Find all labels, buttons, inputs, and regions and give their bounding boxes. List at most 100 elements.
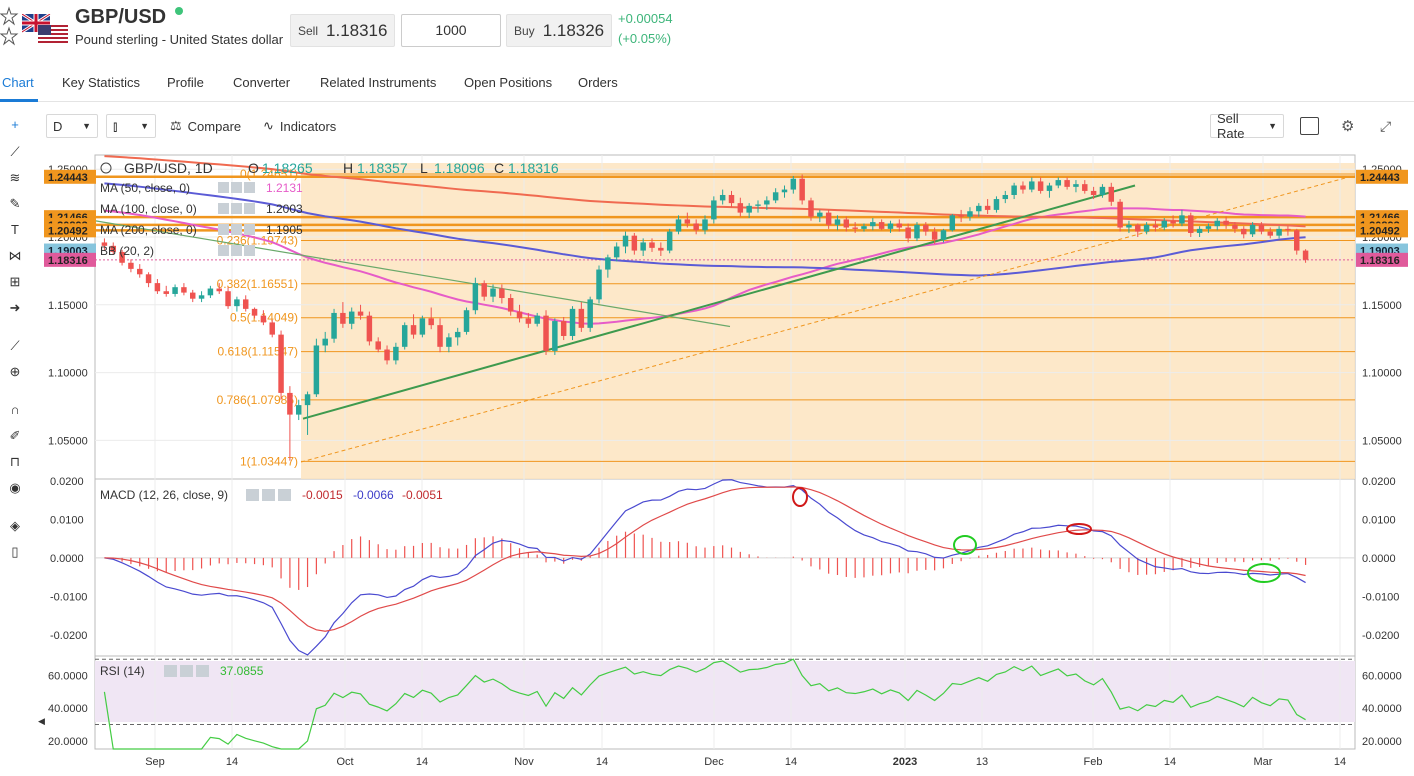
candle[interactable] [781, 189, 788, 193]
candle[interactable] [755, 204, 761, 206]
crosshair-icon[interactable]: + [11, 117, 19, 132]
candle[interactable] [1002, 194, 1009, 200]
indicator-setting-icon[interactable] [244, 203, 255, 214]
candle[interactable] [587, 299, 593, 328]
ma200-line[interactable] [104, 155, 1306, 228]
candle[interactable] [1196, 228, 1203, 233]
candle[interactable] [560, 321, 567, 336]
candle[interactable] [746, 205, 752, 213]
candle[interactable] [967, 211, 973, 217]
candle[interactable] [905, 227, 911, 239]
watchlist-star-icon[interactable] [0, 6, 22, 46]
candle[interactable] [552, 321, 558, 351]
indicator-setting-icon[interactable] [231, 224, 242, 235]
candle[interactable] [569, 308, 576, 336]
candle[interactable] [154, 283, 161, 292]
candle[interactable] [1011, 185, 1017, 195]
candle[interactable] [1214, 220, 1221, 227]
trash-icon[interactable]: ▯ [11, 544, 19, 559]
candle[interactable] [110, 245, 116, 252]
macd-signal-line[interactable] [104, 486, 1306, 632]
candle[interactable] [675, 219, 682, 232]
text-tool-icon[interactable]: T [11, 222, 19, 237]
rsi-setting-icon[interactable] [196, 665, 209, 677]
candle[interactable] [393, 346, 399, 361]
candle[interactable] [1135, 224, 1141, 232]
candle[interactable] [189, 292, 196, 299]
tab-chart[interactable]: Chart [2, 75, 34, 90]
candle[interactable] [719, 194, 726, 201]
candle[interactable] [1276, 228, 1282, 236]
trend-line-icon[interactable]: ⟋ [10, 144, 20, 159]
eye-icon[interactable]: ◉ [9, 480, 21, 495]
candle[interactable] [976, 205, 982, 212]
candle[interactable] [454, 331, 461, 338]
candle[interactable] [1267, 231, 1273, 236]
candle[interactable] [1055, 180, 1062, 186]
candle[interactable] [578, 308, 585, 328]
candle[interactable] [702, 219, 708, 231]
candle[interactable] [499, 288, 505, 299]
tab-key-statistics[interactable]: Key Statistics [62, 75, 141, 90]
candle[interactable] [878, 222, 885, 229]
candle[interactable] [1302, 250, 1309, 260]
candle[interactable] [472, 283, 479, 311]
indicator-setting-icon[interactable] [218, 245, 229, 256]
candle[interactable] [366, 315, 373, 342]
candle[interactable] [764, 200, 770, 205]
rsi-setting-icon[interactable] [164, 665, 177, 677]
indicator-setting-icon[interactable] [231, 245, 242, 256]
candle[interactable] [137, 268, 143, 275]
candle[interactable] [605, 257, 611, 270]
candle[interactable] [119, 251, 125, 263]
candle[interactable] [260, 315, 267, 323]
layers-icon[interactable]: ◈ [10, 518, 20, 533]
candle[interactable] [834, 219, 841, 225]
tab-related-instruments[interactable]: Related Instruments [320, 75, 437, 90]
candle[interactable] [1064, 180, 1070, 187]
candle[interactable] [463, 310, 470, 332]
candle[interactable] [357, 311, 364, 316]
annotation-circle[interactable] [1247, 563, 1281, 583]
candle[interactable] [446, 337, 452, 347]
prediction-icon[interactable]: ⊞ [9, 274, 21, 289]
candle[interactable] [401, 325, 408, 347]
quantity-input[interactable]: 1000 [401, 14, 501, 47]
candle[interactable] [481, 283, 487, 297]
rsi-label[interactable]: RSI (14) [100, 664, 145, 678]
indicator-label[interactable]: BB (20, 2) [100, 244, 154, 258]
candle[interactable] [737, 203, 744, 213]
candle[interactable] [384, 349, 390, 361]
rsi-setting-icon[interactable] [180, 665, 193, 677]
uptrend-line[interactable] [302, 184, 1136, 420]
candle[interactable] [993, 199, 1000, 210]
tab-open-positions[interactable]: Open Positions [464, 75, 553, 90]
zoom-icon[interactable]: ⊕ [9, 364, 21, 379]
candle[interactable] [145, 274, 152, 284]
candle[interactable] [1223, 220, 1229, 225]
candle[interactable] [410, 325, 417, 335]
fib-retracement-icon[interactable]: ≋ [9, 170, 21, 185]
candle[interactable] [1073, 184, 1079, 187]
candle[interactable] [825, 212, 832, 225]
candle[interactable] [331, 312, 337, 339]
candle[interactable] [631, 235, 638, 251]
ruler-icon[interactable]: ⟋ [10, 338, 20, 353]
candle[interactable] [684, 219, 691, 224]
candle[interactable] [1179, 215, 1185, 224]
candle[interactable] [790, 178, 797, 190]
candle[interactable] [172, 287, 178, 294]
legend-toggle-icon[interactable] [100, 162, 112, 174]
candle[interactable] [534, 315, 540, 324]
candle[interactable] [799, 178, 805, 201]
candle[interactable] [437, 325, 443, 347]
candle[interactable] [772, 192, 779, 201]
candle[interactable] [516, 311, 523, 319]
indicator-setting-icon[interactable] [244, 182, 255, 193]
candle[interactable] [1143, 224, 1150, 232]
candle[interactable] [1037, 181, 1044, 191]
candle[interactable] [1029, 181, 1035, 190]
candle[interactable] [1205, 226, 1212, 229]
candle[interactable] [658, 247, 664, 251]
